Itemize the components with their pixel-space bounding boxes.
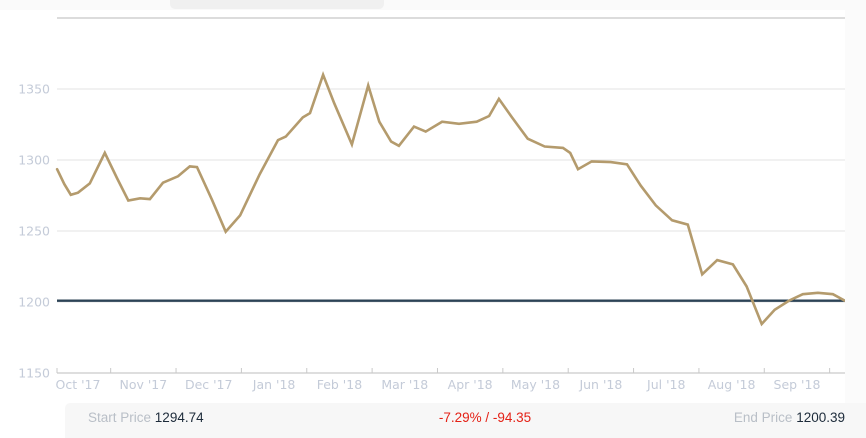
start-price-value: 1294.74 (154, 410, 204, 425)
price-line (55, 71, 847, 327)
x-axis-label: Nov '17 (120, 377, 168, 392)
price-chart-canvas[interactable]: 1350 1300 1250 1200 1150 Oct '17 Nov '17 Dec '1… (0, 0, 866, 403)
price-chart[interactable]: 1350 1300 1250 1200 1150 Oct '17 Nov '17 Dec '1… (0, 0, 866, 403)
start-price-label: Start Price (88, 410, 152, 425)
y-axis-label: 1250 (18, 224, 50, 239)
x-axis-label: Mar '18 (381, 377, 428, 392)
start-price: Start Price 1294.74 (88, 410, 204, 425)
page-top-strip (0, 0, 866, 10)
end-price-label: End Price (733, 410, 793, 425)
x-axis-label: Jan '18 (252, 377, 296, 392)
x-axis-label: May '18 (511, 377, 560, 392)
x-axis-label: Apr '18 (448, 377, 493, 392)
x-axis-label: Jun '18 (578, 377, 622, 392)
page-right-strip (845, 10, 866, 403)
x-axis-label: Dec '17 (185, 377, 233, 392)
end-price-value: 1200.39 (796, 410, 845, 425)
x-axis-label: Oct '17 (56, 377, 101, 392)
chart-footer: Start Price 1294.74 -7.29% / -94.35 End … (65, 403, 866, 438)
y-axis-label: 1350 (18, 82, 50, 97)
y-axis-label: 1200 (18, 295, 50, 310)
x-axis-label: Sep '18 (774, 377, 821, 392)
x-axis-label: Feb '18 (317, 377, 362, 392)
x-axis-label: Jul '18 (646, 377, 685, 392)
y-axis-label: 1300 (18, 153, 50, 168)
y-axis-label: 1150 (18, 366, 50, 381)
x-axis-label: Aug '18 (708, 377, 756, 392)
clipped-tab-stub (170, 0, 384, 9)
end-price: End Price 1200.39 (734, 410, 845, 425)
price-change: -7.29% / -94.35 (438, 410, 532, 425)
